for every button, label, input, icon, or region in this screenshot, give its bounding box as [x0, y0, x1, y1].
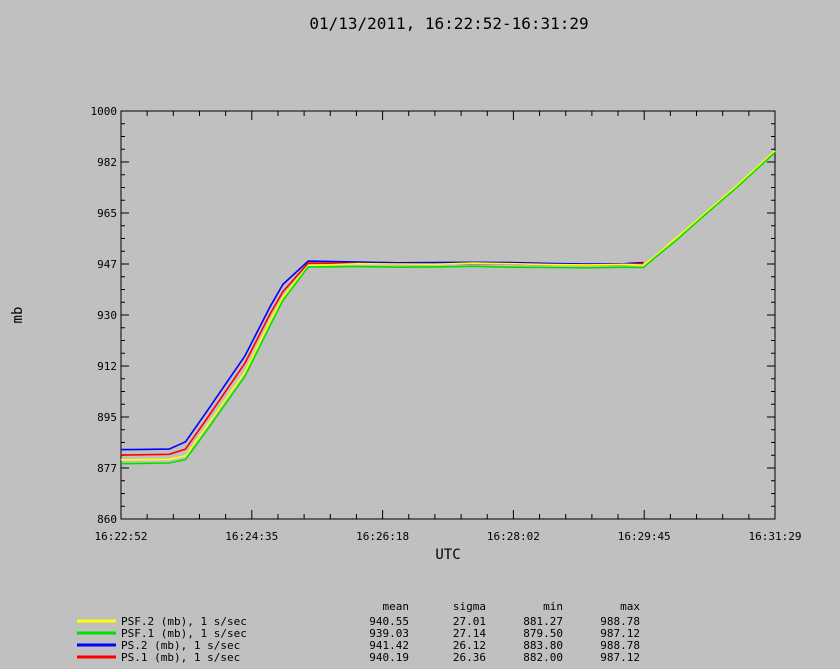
stats-header: sigma [453, 600, 486, 613]
legend-entry: PSF.2 (mb), 1 s/sec [121, 615, 247, 628]
y-tick-label: 982 [97, 156, 117, 169]
x-tick-labels: 16:22:52 16:24:35 16:26:18 16:28:02 16:29:45… [95, 530, 802, 543]
y-tick-label: 877 [97, 462, 117, 475]
y-tick-label: 895 [97, 411, 117, 424]
y-tick-label: 947 [97, 258, 117, 271]
x-tick-label: 16:26:18 [356, 530, 409, 543]
stats-header: min [543, 600, 563, 613]
stats-value: 882.00 [523, 651, 563, 664]
stats-value: 27.14 [453, 627, 486, 640]
stats-value: 988.78 [600, 615, 640, 628]
y-axis-label: mb [10, 307, 26, 324]
stats-value: 987.12 [600, 627, 640, 640]
y-tick-label: 1000 [91, 105, 118, 118]
stats-value: 941.42 [369, 639, 409, 652]
stats-value: 27.01 [453, 615, 486, 628]
stats-value: 883.80 [523, 639, 563, 652]
y-tick-labels: 860 877 895 912 930 947 965 982 1000 [91, 105, 118, 526]
stats-header: mean [383, 600, 410, 613]
stats-value: 879.50 [523, 627, 563, 640]
x-tick-label: 16:24:35 [225, 530, 278, 543]
stats-value: 26.12 [453, 639, 486, 652]
series-line-psf-1 [121, 151, 776, 465]
series-line-psf-2 [121, 150, 776, 461]
stats-value: 940.55 [369, 615, 409, 628]
y-tick-label: 965 [97, 207, 117, 220]
x-axis-label: UTC [435, 547, 460, 563]
chart-title: 01/13/2011, 16:22:52-16:31:29 [309, 14, 588, 33]
stats-value: 940.19 [369, 651, 409, 664]
legend: mean sigma min max PSF.2 (mb), 1 s/sec 940.55… [77, 600, 640, 664]
y-tick-label: 930 [97, 309, 117, 322]
series-lines [121, 150, 776, 465]
legend-entry: PS.2 (mb), 1 s/sec [121, 639, 240, 652]
legend-entry: PS.1 (mb), 1 s/sec [121, 651, 240, 664]
y-tick-label: 912 [97, 360, 117, 373]
legend-entry: PSF.1 (mb), 1 s/sec [121, 627, 247, 640]
stats-value: 988.78 [600, 639, 640, 652]
stats-header: max [620, 600, 640, 613]
x-tick-label: 16:29:45 [618, 530, 671, 543]
stats-value: 987.12 [600, 651, 640, 664]
stats-value: 881.27 [523, 615, 563, 628]
x-tick-label: 16:22:52 [95, 530, 148, 543]
y-tick-label: 860 [97, 513, 117, 526]
x-tick-label: 16:31:29 [749, 530, 802, 543]
series-line-ps-2 [121, 260, 644, 451]
plot-area [120, 110, 776, 520]
stats-value: 939.03 [369, 627, 409, 640]
x-tick-label: 16:28:02 [487, 530, 540, 543]
stats-value: 26.36 [453, 651, 486, 664]
axis-ticks [120, 110, 776, 520]
